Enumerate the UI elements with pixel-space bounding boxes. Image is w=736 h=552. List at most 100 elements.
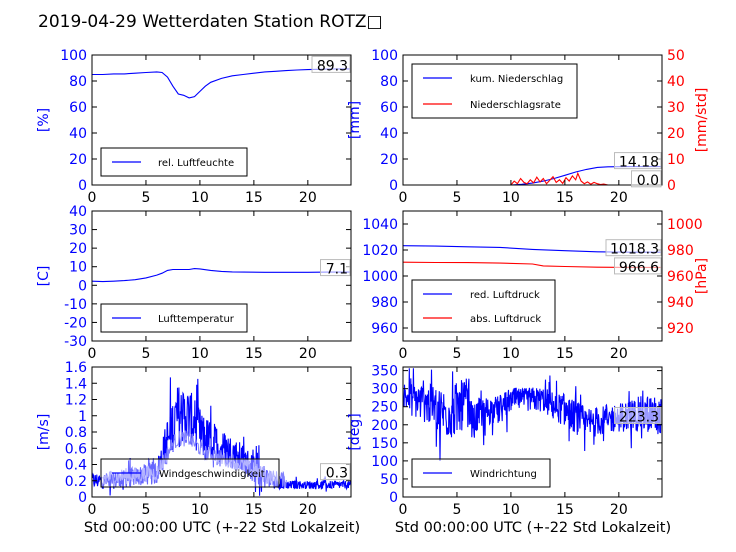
y-axis-label: [mm]	[347, 101, 363, 139]
legend-label: Lufttemperatur	[158, 314, 235, 325]
x-tick-label: 5	[452, 346, 461, 362]
last-value-label-box	[614, 152, 662, 170]
last-value-label: 0.3	[326, 466, 348, 482]
chart-precip: 0 5 10 15 20 0 20 40 60 80 100 0 10 20 30 40 50 [mm/std] […	[347, 48, 710, 206]
y-tick-label: 0	[389, 490, 398, 506]
x-tick-label: 5	[452, 502, 461, 518]
axes-frame	[91, 210, 352, 342]
y-tick-label: 40	[69, 126, 87, 142]
y-tick-label: 0	[389, 178, 398, 194]
y2-tick-label: 940	[667, 295, 694, 311]
y-tick-label: 80	[380, 74, 398, 90]
y2-tick-label: 50	[667, 48, 685, 64]
last-value-label-box	[614, 406, 662, 424]
legend-label: red. Luftdruck	[470, 290, 540, 301]
x-tick-label: 10	[191, 346, 209, 362]
plot-area	[92, 377, 351, 496]
x-tick-label: 15	[245, 190, 263, 206]
y-tick-label: 1020	[362, 243, 398, 259]
x-tick-label: 15	[556, 190, 574, 206]
last-value2-label-box	[614, 257, 662, 275]
y-tick-label: 0.4	[65, 458, 87, 474]
chart-pressure: 0 5 10 15 20 960 980 1000 1020 1040 920 940 960 980 10…	[362, 210, 710, 362]
y-tick-label: 0	[78, 490, 87, 506]
y-tick-label: 60	[69, 100, 87, 116]
y-tick-label: 1.2	[65, 393, 87, 409]
x-tick-label: 20	[299, 190, 317, 206]
y-tick-label: 50	[380, 472, 398, 488]
legend-label: rel. Luftfeuchte	[158, 158, 234, 169]
y-tick-label: -10	[64, 297, 87, 313]
last-value-label: 1018.3	[610, 242, 659, 258]
y-tick-label: 0.2	[65, 474, 87, 490]
y-tick-label: 100	[371, 48, 398, 64]
y2-axis-label: [hPa]	[694, 258, 710, 294]
axes-frame	[402, 54, 663, 186]
y-tick-label: -30	[64, 334, 87, 350]
y-axis-label: [deg]	[347, 413, 363, 450]
y-axis-label: [C]	[36, 266, 52, 287]
x-tick-label: 10	[191, 190, 209, 206]
x-tick-label: 20	[299, 346, 317, 362]
plot-area	[92, 68, 351, 99]
x-tick-label: 0	[399, 502, 408, 518]
x-tick-label: 10	[502, 346, 520, 362]
series-line-pressure-1	[403, 261, 662, 268]
y-tick-label: 30	[69, 223, 87, 239]
series-line-wind-light	[102, 430, 287, 488]
y-tick-label: 20	[69, 152, 87, 168]
y-axis-label: [%]	[36, 108, 52, 132]
y-tick-label: 1	[78, 409, 87, 425]
x-tick-label: 0	[399, 190, 408, 206]
y2-tick-label: 0	[667, 178, 676, 194]
y2-tick-label: 1000	[667, 217, 703, 233]
x-tick-label: 5	[141, 346, 150, 362]
axes-frame	[91, 54, 352, 186]
x-axis-label-right: Std 00:00:00 UTC (+-22 Std Lokalzeit)	[395, 520, 671, 536]
x-tick-label: 0	[399, 346, 408, 362]
x-tick-label: 10	[191, 502, 209, 518]
x-tick-label: 5	[141, 190, 150, 206]
y-tick-label: 0.8	[65, 425, 87, 441]
y-tick-label: 10	[69, 260, 87, 276]
x-tick-label: 15	[556, 346, 574, 362]
last-value-label-box	[311, 55, 351, 73]
last-value-label-box	[320, 259, 351, 277]
x-tick-label: 15	[556, 502, 574, 518]
axes-frame	[402, 366, 663, 498]
y-tick-label: 980	[371, 295, 398, 311]
chart-temperature: 0 5 10 15 20 -30 -20 -10 0 10 20 30 40 [C] 7.1 Lufttemp…	[36, 204, 352, 362]
y-tick-label: 100	[60, 48, 87, 64]
y-tick-label: 0	[78, 178, 87, 194]
y-tick-label: 250	[371, 400, 398, 416]
y-tick-label: 1000	[362, 269, 398, 285]
last-value2-label: 0.0	[637, 173, 659, 189]
last-value-label: 14.18	[619, 155, 659, 171]
series-line-temperature-0	[92, 268, 351, 283]
y2-tick-label: 10	[667, 152, 685, 168]
y-tick-label: 40	[69, 204, 87, 220]
x-tick-label: 20	[610, 346, 628, 362]
y2-tick-label: 960	[667, 269, 694, 285]
legend-label: abs. Luftdruck	[470, 314, 541, 325]
chart-wind_speed: 0 5 10 15 20 00.20.40.60.811.21.41.6 [m/s] 0.3 W…	[36, 360, 352, 518]
y-tick-label: 0.6	[65, 441, 87, 457]
y-tick-label: 1040	[362, 217, 398, 233]
legend-label: Windgeschwindigkeit	[159, 469, 265, 480]
y2-tick-label: 40	[667, 74, 685, 90]
y-tick-label: 350	[371, 364, 398, 380]
legend-box	[411, 279, 556, 333]
last-value-label: 89.3	[317, 58, 348, 74]
x-tick-label: 5	[452, 190, 461, 206]
last-value2-label: 966.6	[619, 260, 659, 276]
y-tick-label: 1.6	[65, 360, 87, 376]
y-tick-label: 0	[78, 278, 87, 294]
series-line-precip-1	[403, 171, 662, 185]
x-tick-label: 20	[299, 502, 317, 518]
chart-humidity: 0 5 10 15 20 0 20 40 60 80 100 [%] 89.3 rel. Luftfeuc…	[36, 48, 352, 206]
y-tick-label: 80	[69, 74, 87, 90]
y-tick-label: 200	[371, 418, 398, 434]
y-tick-label: 960	[371, 321, 398, 337]
y-tick-label: 1.4	[65, 376, 87, 392]
